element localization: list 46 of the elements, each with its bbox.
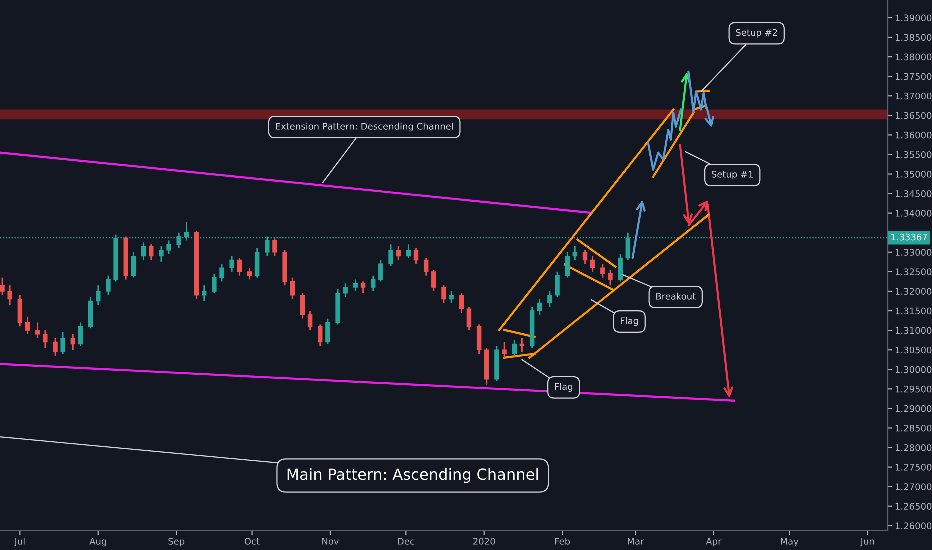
x-tick-label: Apr — [706, 538, 722, 547]
y-tick-label: 1.27500 — [896, 464, 932, 471]
y-tick-label: 1.36500 — [896, 112, 932, 120]
y-tick-label: 1.30000 — [896, 366, 932, 374]
y-tick-label: 1.36000 — [896, 132, 932, 139]
x-tick-label: Nov — [322, 538, 340, 545]
y-tick-label: 1.27000 — [896, 484, 932, 490]
y-tick-label: 1.34500 — [896, 190, 932, 198]
y-tick-label: 1.37500 — [896, 73, 932, 80]
y-tick-label: 1.35500 — [896, 151, 932, 158]
y-tick-label: 1.35000 — [896, 170, 932, 178]
annotation: Flag — [555, 383, 573, 392]
x-tick-label: Jul — [14, 538, 25, 547]
x-tick-label: Oct — [244, 538, 260, 545]
annotation: Extension Pattern: Descending Channel — [276, 122, 454, 132]
y-tick-label: 1.38500 — [896, 34, 932, 42]
x-tick-label: Feb — [555, 538, 570, 545]
x-tick-label: May — [781, 538, 799, 547]
y-tick-label: 1.34000 — [896, 210, 932, 217]
ref-line-label: 1.33367 — [892, 234, 928, 241]
x-tick-label: Dec — [398, 538, 414, 545]
y-tick-label: 1.29000 — [896, 405, 932, 412]
y-tick-label: 1.28500 — [896, 424, 932, 432]
y-tick-label: 1.33000 — [896, 249, 932, 256]
y-tick-label: 1.28000 — [896, 444, 932, 452]
annotation: Main Pattern: Ascending Channel — [288, 468, 538, 484]
y-tick-label: 1.39000 — [896, 14, 932, 22]
y-tick-label: 1.29500 — [896, 386, 932, 393]
y-tick-label: 1.32000 — [896, 288, 932, 296]
x-tick-label: Sep — [168, 538, 185, 547]
y-tick-label: 1.37000 — [896, 92, 932, 100]
y-tick-label: 1.26500 — [896, 503, 932, 510]
x-tick-label: Jun — [860, 538, 874, 547]
x-tick-label: Mar — [628, 538, 644, 545]
x-tick-label: Aug — [90, 538, 106, 547]
annotation: Flag — [620, 317, 638, 326]
y-tick-label: 1.26000 — [896, 522, 932, 530]
annotation: Setup #1 — [712, 171, 753, 180]
y-tick-label: 1.31500 — [896, 308, 932, 315]
x-tick-label: 2020 — [474, 538, 496, 545]
y-tick-label: 1.32500 — [896, 268, 932, 276]
y-tick-label: 1.38000 — [896, 54, 932, 61]
y-tick-label: 1.30500 — [896, 346, 932, 354]
annotation: Breakout — [656, 292, 696, 300]
annotation: Setup #2 — [736, 29, 778, 38]
y-tick-label: 1.31000 — [896, 327, 932, 334]
